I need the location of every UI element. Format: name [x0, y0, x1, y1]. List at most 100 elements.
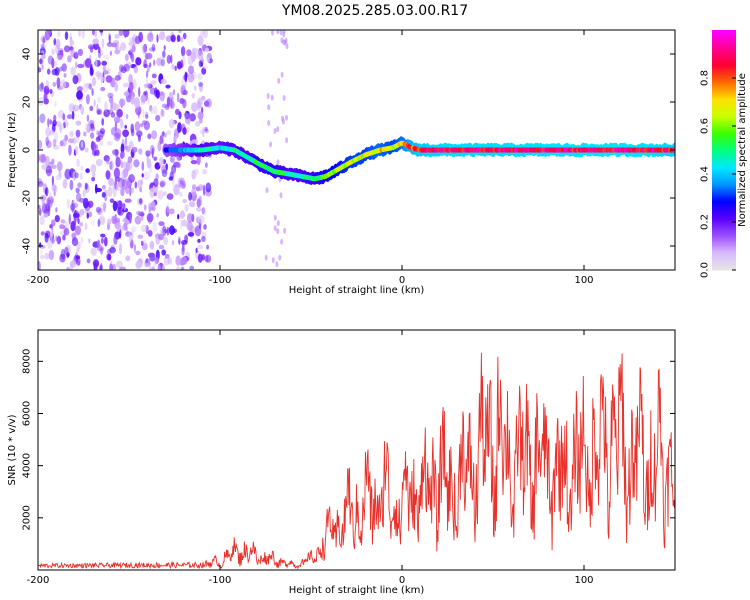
noise-speckle: [106, 67, 111, 75]
noise-speckle: [276, 228, 280, 235]
noise-speckle: [166, 193, 174, 200]
noise-speckle: [87, 44, 95, 50]
noise-speckle: [110, 160, 114, 171]
noise-speckle: [137, 110, 140, 119]
noise-speckle: [201, 253, 206, 261]
noise-speckle: [202, 30, 208, 39]
noise-speckle: [170, 54, 173, 64]
noise-speckle: [197, 50, 204, 61]
noise-speckle: [82, 189, 86, 197]
noise-speckle: [69, 40, 75, 46]
noise-speckle: [129, 37, 136, 42]
colorbar-band: [712, 76, 736, 79]
noise-speckle: [74, 225, 81, 236]
noise-speckle: [109, 247, 116, 254]
noise-speckle: [53, 38, 57, 46]
noise-speckle: [40, 248, 43, 256]
spectrogram-marks: [38, 30, 675, 270]
noise-speckle: [160, 55, 164, 61]
noise-speckle: [277, 77, 281, 84]
snr-frame: [37, 329, 676, 571]
colorbar-band: [712, 230, 736, 233]
noise-speckle: [180, 123, 186, 133]
colorbar-label: Normalized spectral amplitude: [737, 73, 748, 227]
noise-speckle: [169, 171, 174, 181]
noise-speckle: [121, 179, 128, 190]
noise-speckle: [146, 213, 154, 223]
colorbar-band: [712, 80, 736, 83]
colorbar-band: [712, 50, 736, 53]
colorbar-band: [712, 252, 736, 255]
noise-speckle: [163, 132, 167, 138]
noise-speckle: [39, 154, 46, 163]
noise-speckle: [276, 30, 280, 35]
noise-speckle: [166, 54, 172, 64]
noise-speckle: [148, 163, 153, 174]
noise-speckle: [45, 155, 50, 167]
noise-speckle: [95, 187, 102, 193]
colorbar-band: [712, 168, 736, 171]
noise-speckle: [282, 39, 286, 46]
noise-speckle: [170, 34, 176, 43]
noise-speckle: [157, 189, 164, 200]
noise-speckle: [145, 150, 151, 157]
noise-speckle: [167, 257, 173, 265]
noise-speckle: [137, 234, 144, 239]
noise-speckle: [145, 111, 149, 118]
spectrogram-y-axis: -40 -20 0 20 40: [22, 48, 675, 254]
noise-speckle: [113, 217, 121, 223]
noise-speckle: [72, 75, 79, 85]
noise-speckle: [64, 246, 69, 256]
noise-speckle: [278, 254, 282, 261]
noise-speckle: [285, 114, 288, 121]
noise-speckle: [100, 233, 106, 238]
noise-speckle: [86, 258, 91, 264]
noise-speckle: [60, 219, 66, 224]
colorbar-band: [712, 194, 736, 197]
colorbar-band: [712, 148, 736, 151]
noise-speckle: [97, 219, 101, 227]
noise-speckle: [156, 57, 163, 66]
colorbar-tick-label: 0.6: [700, 118, 711, 134]
noise-speckle: [138, 148, 143, 155]
colorbar-band: [712, 180, 736, 183]
noise-speckle: [173, 184, 180, 196]
noise-speckle: [191, 170, 196, 180]
noise-speckle: [189, 113, 196, 122]
colorbar-band: [712, 160, 736, 163]
colorbar-band: [712, 214, 736, 217]
colorbar-band: [712, 118, 736, 121]
colorbar-band: [712, 66, 736, 69]
noise-speckle: [77, 30, 82, 38]
colorbar-band: [712, 104, 736, 107]
noise-speckle: [85, 58, 92, 68]
noise-speckle: [94, 37, 98, 44]
noise-speckle: [112, 149, 119, 156]
noise-speckle: [84, 222, 88, 231]
noise-speckle: [51, 68, 58, 76]
noise-speckle: [276, 220, 280, 227]
noise-speckle: [122, 202, 126, 209]
noise-speckle: [149, 105, 153, 112]
colorbar-band: [712, 72, 736, 75]
noise-speckle: [79, 172, 83, 180]
noise-speckle: [163, 191, 167, 196]
noise-speckle: [128, 234, 132, 243]
noise-speckle: [54, 215, 60, 223]
noise-speckle: [114, 121, 117, 132]
noise-speckle: [76, 158, 80, 168]
noise-speckle: [90, 247, 98, 256]
noise-speckle: [96, 108, 102, 116]
noise-speckle: [195, 207, 202, 212]
noise-speckle: [76, 86, 83, 92]
noise-speckle: [109, 263, 114, 270]
colorbar-band: [712, 130, 736, 133]
noise-speckle: [197, 100, 201, 112]
noise-speckle: [125, 61, 132, 69]
noise-speckle: [110, 112, 116, 118]
noise-speckle: [159, 135, 164, 145]
noise-speckle: [56, 161, 63, 172]
noise-speckle: [147, 133, 152, 140]
noise-speckle: [108, 177, 114, 187]
colorbar-band: [712, 150, 736, 153]
